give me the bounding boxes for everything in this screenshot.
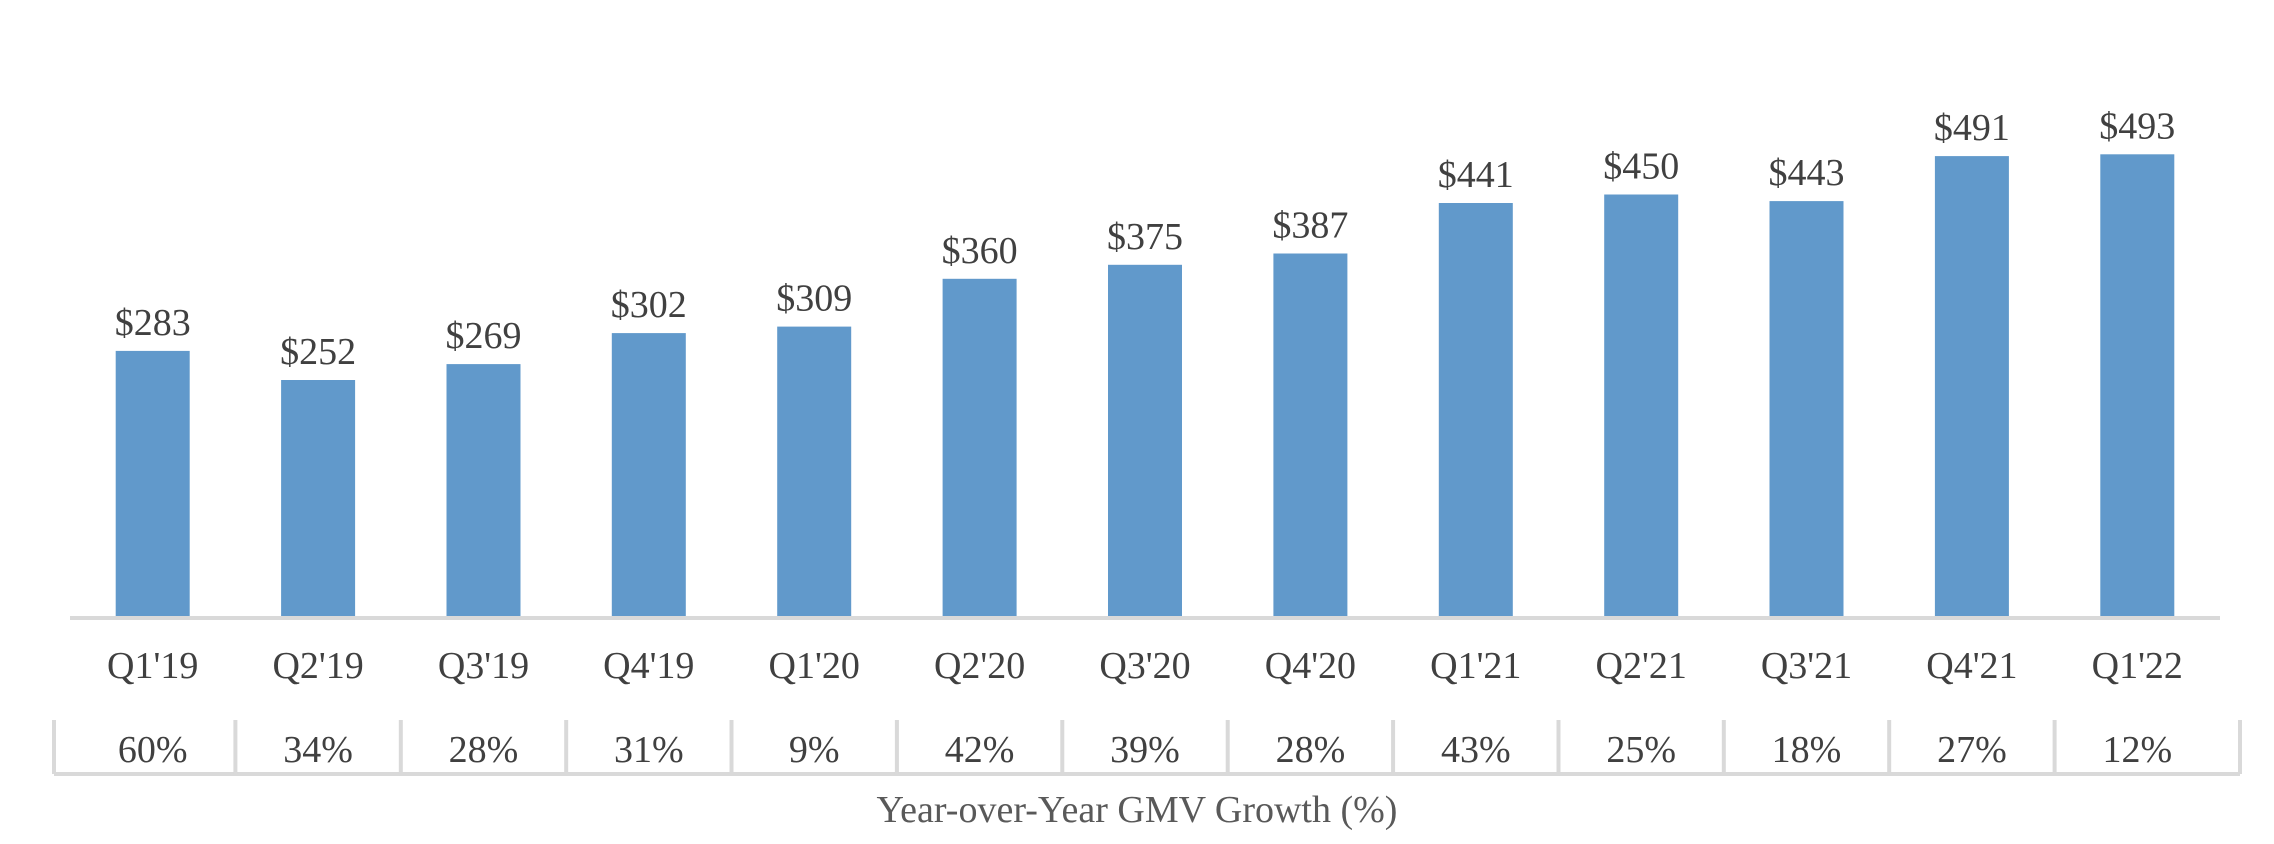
value-labels-group: $283 $252 $269 $302 $309 $360 $375 $387 $441 $450… (115, 105, 2176, 373)
value-label: $252 (280, 331, 356, 373)
growth-value: 25% (1606, 729, 1676, 771)
value-label: $450 (1603, 146, 1679, 188)
category-label: Q2'20 (934, 645, 1025, 687)
bar-Q3'20 (1108, 264, 1182, 616)
category-label: Q4'21 (1926, 645, 2017, 687)
category-label: Q1'19 (107, 645, 198, 687)
category-label: Q1'20 (769, 645, 860, 687)
growth-value: 43% (1441, 729, 1511, 771)
category-label: Q1'21 (1430, 645, 1521, 687)
bar-Q4'21 (1934, 156, 2009, 616)
category-label: Q3'20 (1099, 645, 1190, 687)
growth-row-title: Year-over-Year GMV Growth (%) (876, 789, 1398, 831)
value-label: $283 (115, 302, 191, 344)
bar-Q4'19 (611, 333, 686, 616)
value-label: $360 (942, 230, 1018, 272)
category-label: Q4'19 (603, 645, 694, 687)
growth-table: 60% 34% 28% 31% 9% 42% 39% 28% 43% 25% 18% 27% 12% (52, 720, 2242, 776)
bar-Q1'20 (777, 326, 852, 616)
bar-Q3'19 (446, 364, 521, 616)
value-label: $269 (446, 315, 522, 357)
bar-Q1'22 (2100, 154, 2175, 617)
category-label: Q3'19 (438, 645, 529, 687)
value-label: $491 (1934, 107, 2010, 149)
category-label: Q2'21 (1596, 645, 1687, 687)
category-label: Q1'22 (2092, 645, 2183, 687)
bar-Q3'21 (1769, 201, 1844, 616)
value-label: $375 (1107, 216, 1183, 258)
bars-group (115, 154, 2175, 617)
growth-value: 39% (1110, 729, 1180, 771)
value-label: $387 (1272, 205, 1348, 247)
bar-Q2'20 (942, 278, 1017, 616)
bar-Q1'19 (115, 350, 190, 616)
bar-Q4'20 (1273, 253, 1348, 616)
value-label: $441 (1438, 154, 1514, 196)
growth-value: 28% (449, 729, 519, 771)
value-label: $309 (776, 278, 852, 320)
growth-value: 9% (789, 729, 840, 771)
bar-Q2'21 (1604, 194, 1679, 616)
growth-value: 31% (614, 729, 684, 771)
growth-value: 28% (1276, 729, 1346, 771)
bar-Q1'21 (1438, 203, 1513, 616)
growth-value: 60% (118, 729, 188, 771)
category-label: Q4'20 (1265, 645, 1356, 687)
category-label: Q2'19 (272, 645, 363, 687)
growth-value: 18% (1772, 729, 1842, 771)
category-labels-group: Q1'19 Q2'19 Q3'19 Q4'19 Q1'20 Q2'20 Q3'20 Q4'20… (107, 645, 2183, 687)
growth-value: 42% (945, 729, 1015, 771)
category-label: Q3'21 (1761, 645, 1852, 687)
growth-value: 12% (2102, 729, 2172, 771)
growth-value: 34% (283, 729, 353, 771)
bar-Q2'19 (281, 380, 356, 616)
value-label: $302 (611, 284, 687, 326)
value-label: $443 (1769, 152, 1845, 194)
growth-value: 27% (1937, 729, 2007, 771)
value-label: $493 (2099, 105, 2175, 147)
